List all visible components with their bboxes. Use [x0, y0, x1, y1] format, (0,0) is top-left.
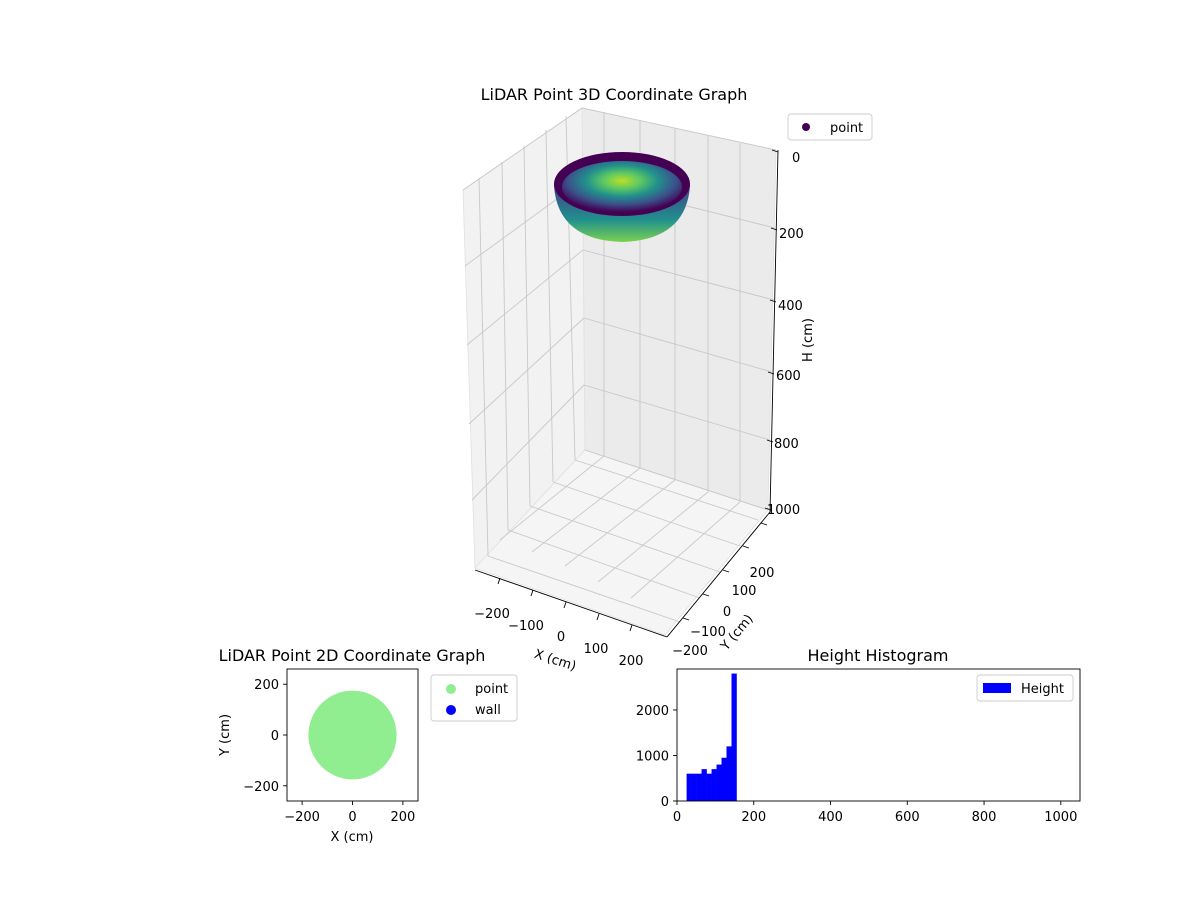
- y-ticks-3d: [682, 522, 768, 621]
- y-axis-line: [666, 511, 771, 638]
- x-tick-label-2d: −200: [284, 810, 320, 825]
- title-2d: LiDAR Point 2D Coordinate Graph: [219, 646, 486, 665]
- x-tick-label-hist: 200: [741, 810, 766, 825]
- z-tick-label-3d: 400: [778, 299, 803, 314]
- y-tick-label-3d: −100: [690, 625, 726, 640]
- z-tick-label-3d: 1000: [767, 503, 800, 518]
- x-tick-label-3d: 200: [619, 654, 644, 669]
- x-axis-label-3d: X (cm): [532, 647, 578, 675]
- grid-3d: [462, 107, 777, 623]
- histogram-bar: [731, 673, 737, 801]
- x-tick-label-3d: 0: [557, 630, 565, 645]
- legend-2d: point wall: [430, 674, 518, 722]
- x-tick-label-hist: 600: [895, 810, 920, 825]
- y-tick-label-3d: 200: [750, 566, 775, 581]
- legend-marker-height: [983, 683, 1011, 693]
- histogram-bar: [716, 764, 722, 801]
- plot-histogram: Height Histogram 0 200 400 600 800 1000 0 1000 2…: [636, 646, 1081, 825]
- histogram-bar: [711, 769, 717, 801]
- legend-3d: point: [787, 113, 873, 141]
- x-tick-label-3d: −200: [474, 607, 510, 622]
- x-tick-label-hist: 800: [972, 810, 997, 825]
- x-axis-line: [474, 569, 668, 638]
- y-tick-label-2d: −200: [243, 780, 279, 795]
- legend-label-wall: wall: [475, 703, 501, 718]
- histogram-bar: [691, 773, 697, 801]
- y-tick-label-3d: −200: [672, 644, 708, 659]
- z-tick-label-3d: 0: [792, 151, 800, 166]
- x-tick-label-hist: 0: [673, 810, 681, 825]
- y-tick-label-3d: 0: [723, 605, 731, 620]
- z-tick-label-3d: 800: [774, 437, 799, 452]
- bowl-inner-surface: [562, 161, 682, 213]
- y-tick-label-3d: 100: [732, 584, 757, 599]
- legend-histogram: Height: [976, 674, 1074, 702]
- legend-label-height: Height: [1021, 682, 1064, 697]
- y-axis-label-2d: Y (cm): [218, 714, 233, 757]
- z-ticks-3d: [764, 149, 779, 511]
- title-histogram: Height Histogram: [808, 646, 949, 665]
- z-axis-line: [769, 149, 779, 513]
- histogram-bars: [686, 673, 737, 801]
- histogram-bar: [686, 773, 692, 801]
- histogram-ticks: 0 200 400 600 800 1000 0 1000 2000: [636, 704, 1077, 825]
- x-tick-label-2d: 200: [390, 810, 415, 825]
- legend-marker-wall: [446, 705, 456, 715]
- x-ticks-3d: [497, 577, 633, 632]
- x-axis-label-2d: X (cm): [331, 830, 374, 845]
- legend-label-point: point: [830, 121, 863, 136]
- x-tick-label-3d: 100: [584, 642, 609, 657]
- legend-marker-point: [446, 684, 456, 694]
- y-tick-label-hist: 1000: [636, 749, 669, 764]
- histogram-bar: [701, 769, 707, 801]
- axes-histogram-frame: [676, 668, 1081, 802]
- point-cloud-2d: [308, 690, 397, 780]
- y-tick-label-hist: 2000: [636, 704, 669, 719]
- scatter-2d-ticks: −200 0 200 −200 0 200: [243, 678, 415, 825]
- x-tick-label-3d: −100: [508, 619, 544, 634]
- point-cloud-bowl: [554, 152, 690, 242]
- legend-marker-point: [802, 123, 810, 131]
- z-tick-label-3d: 600: [776, 369, 801, 384]
- plot-2d: LiDAR Point 2D Coordinate Graph −200 0 200…: [218, 646, 518, 845]
- histogram-bar: [726, 746, 732, 801]
- x-tick-label-hist: 1000: [1044, 810, 1077, 825]
- x-tick-label-hist: 400: [818, 810, 843, 825]
- plot-3d: −200 −100 0 100 200 X (cm) 200 100 0 −10…: [462, 85, 873, 675]
- histogram-bar: [696, 773, 702, 801]
- scatter-2d-layer: [308, 690, 397, 780]
- x-tick-label-2d: 0: [348, 810, 356, 825]
- histogram-bar: [721, 757, 727, 801]
- z-tick-label-3d: 200: [779, 227, 804, 242]
- y-tick-label-2d: 200: [254, 678, 279, 693]
- y-tick-label-hist: 0: [661, 795, 669, 810]
- legend-label-point: point: [475, 682, 508, 697]
- y-tick-label-2d: 0: [271, 729, 279, 744]
- z-axis-label-3d: H (cm): [801, 318, 816, 362]
- histogram-bar: [706, 773, 712, 801]
- title-3d: LiDAR Point 3D Coordinate Graph: [481, 85, 748, 104]
